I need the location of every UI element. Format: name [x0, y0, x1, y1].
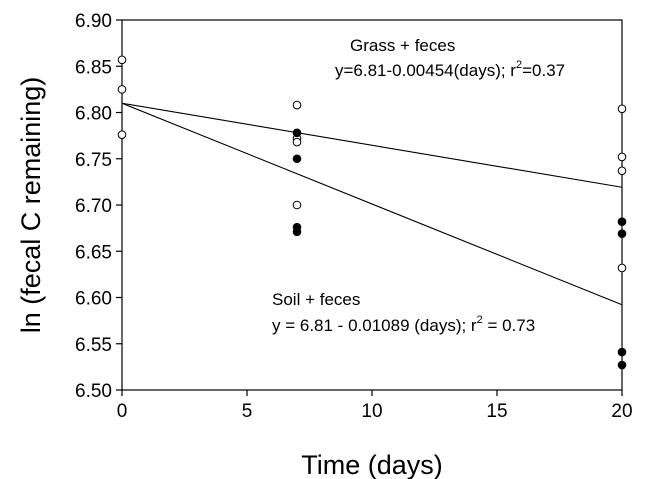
soil-fit-line	[121, 102, 623, 306]
soil-data-point	[617, 217, 627, 226]
grass-data-point	[117, 130, 127, 139]
soil-eq-text: y = 6.81 - 0.01089 (days); r	[272, 316, 477, 335]
x-tick-label: 10	[361, 401, 382, 422]
grass-fit-line	[121, 102, 623, 188]
y-tick-label: 6.60	[75, 289, 112, 310]
soil-annotation: Soil + feces y = 6.81 - 0.01089 (days); …	[272, 290, 535, 335]
grass-fit-equation: y=6.81-0.00454(days); r2=0.37	[335, 59, 565, 80]
x-tick-label: 20	[611, 401, 632, 422]
soil-data-point	[292, 154, 302, 164]
grass-data-point	[617, 152, 627, 162]
x-axis-title: Time (days)	[301, 450, 443, 479]
soil-data-point	[617, 347, 627, 357]
grass-data-point	[617, 263, 627, 273]
y-axis-title: ln (fecal C remaining)	[16, 77, 46, 334]
y-tick-label: 6.50	[75, 381, 112, 402]
soil-fit-equation: y = 6.81 - 0.01089 (days); r2 = 0.73	[272, 314, 535, 335]
grass-data-point	[617, 166, 627, 176]
y-tick-label: 6.65	[75, 242, 112, 263]
grass-data-point	[117, 85, 127, 94]
grass-eq-text: y=6.81-0.00454(days); r	[335, 61, 516, 80]
soil-eq-sup: 2	[477, 314, 483, 326]
grass-series-label: Grass + feces	[350, 36, 455, 55]
grass-annotation: Grass + feces y=6.81-0.00454(days); r2=0…	[335, 36, 565, 80]
points-layer	[117, 55, 627, 370]
y-tick-label: 6.80	[75, 104, 112, 125]
x-tick-label: 0	[117, 401, 128, 422]
grass-eq-sup: 2	[516, 59, 522, 71]
grass-data-point	[617, 104, 627, 114]
soil-eq-value: = 0.73	[483, 316, 535, 335]
ticks-layer: 0 5 10 15 20 6.50 6.55 6.60 6.65 6.70 6.75 6.80 6.85…	[75, 11, 633, 422]
fit-lines-layer	[121, 102, 623, 306]
soil-series-label: Soil + feces	[272, 290, 360, 309]
grass-data-point	[292, 200, 302, 210]
x-tick-label: 5	[242, 401, 253, 422]
grass-data-point	[292, 137, 302, 147]
soil-data-point	[617, 229, 627, 238]
y-tick-label: 6.90	[75, 11, 112, 32]
soil-data-point	[292, 128, 302, 138]
y-tick-label: 6.85	[75, 57, 112, 78]
soil-data-point	[292, 227, 302, 237]
y-tick-label: 6.55	[75, 335, 112, 356]
soil-data-point	[617, 360, 627, 370]
y-tick-label: 6.70	[75, 196, 112, 217]
grass-eq-value: =0.37	[522, 61, 565, 80]
grass-data-point	[292, 100, 302, 110]
y-tick-label: 6.75	[75, 150, 112, 171]
x-tick-label: 15	[486, 401, 507, 422]
grass-data-point	[117, 55, 127, 65]
